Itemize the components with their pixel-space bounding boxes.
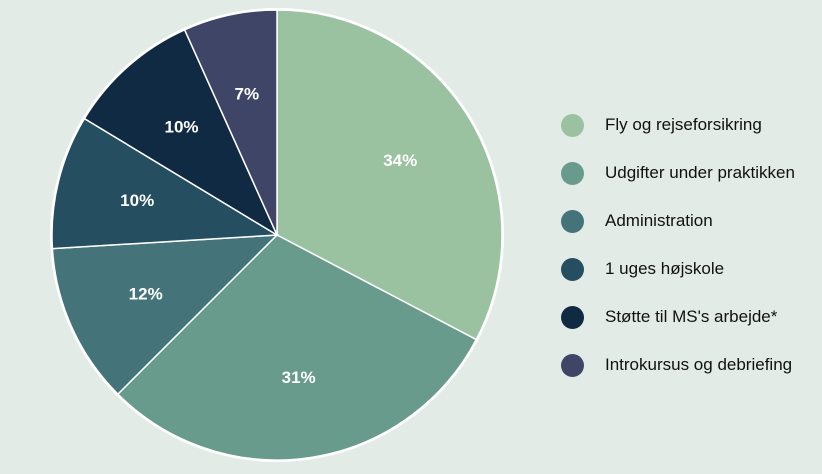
legend-item: 1 uges højskole bbox=[561, 245, 795, 293]
legend-item: Introkursus og debriefing bbox=[561, 341, 795, 389]
legend-label: Introkursus og debriefing bbox=[605, 355, 793, 374]
pie-slice bbox=[183, 9, 278, 236]
legend-label: Fly og rejseforsikring bbox=[605, 115, 762, 134]
slice-data-label: 10% bbox=[164, 118, 198, 137]
slice-data-label: 31% bbox=[282, 368, 316, 387]
legend-item: Støtte til MS's arbejde* bbox=[561, 293, 795, 341]
slice-data-label: 12% bbox=[129, 285, 163, 304]
pie-slice bbox=[83, 28, 279, 237]
slice-data-label: 34% bbox=[383, 151, 417, 170]
pie-slice bbox=[276, 9, 503, 341]
legend-swatch bbox=[561, 305, 584, 329]
legend-swatch bbox=[561, 161, 584, 185]
legend-swatch bbox=[561, 209, 584, 233]
legend-swatch bbox=[561, 257, 584, 281]
legend-label: Administration bbox=[605, 211, 713, 230]
legend-label: Udgifter under praktikken bbox=[605, 163, 795, 182]
pie-slice bbox=[51, 234, 279, 396]
pie-slice bbox=[116, 234, 478, 461]
slice-data-label: 7% bbox=[234, 85, 259, 104]
legend-swatch bbox=[561, 113, 584, 137]
legend-item: Udgifter under praktikken bbox=[561, 149, 795, 197]
legend: Fly og rejseforsikring Udgifter under pr… bbox=[561, 101, 795, 389]
legend-label: 1 uges højskole bbox=[605, 259, 725, 278]
legend-item: Administration bbox=[561, 197, 795, 245]
legend-swatch bbox=[561, 353, 584, 377]
pie-slice bbox=[51, 117, 280, 250]
legend-label: Støtte til MS's arbejde* bbox=[605, 307, 778, 326]
slice-data-label: 10% bbox=[120, 191, 154, 210]
legend-item: Fly og rejseforsikring bbox=[561, 101, 795, 149]
